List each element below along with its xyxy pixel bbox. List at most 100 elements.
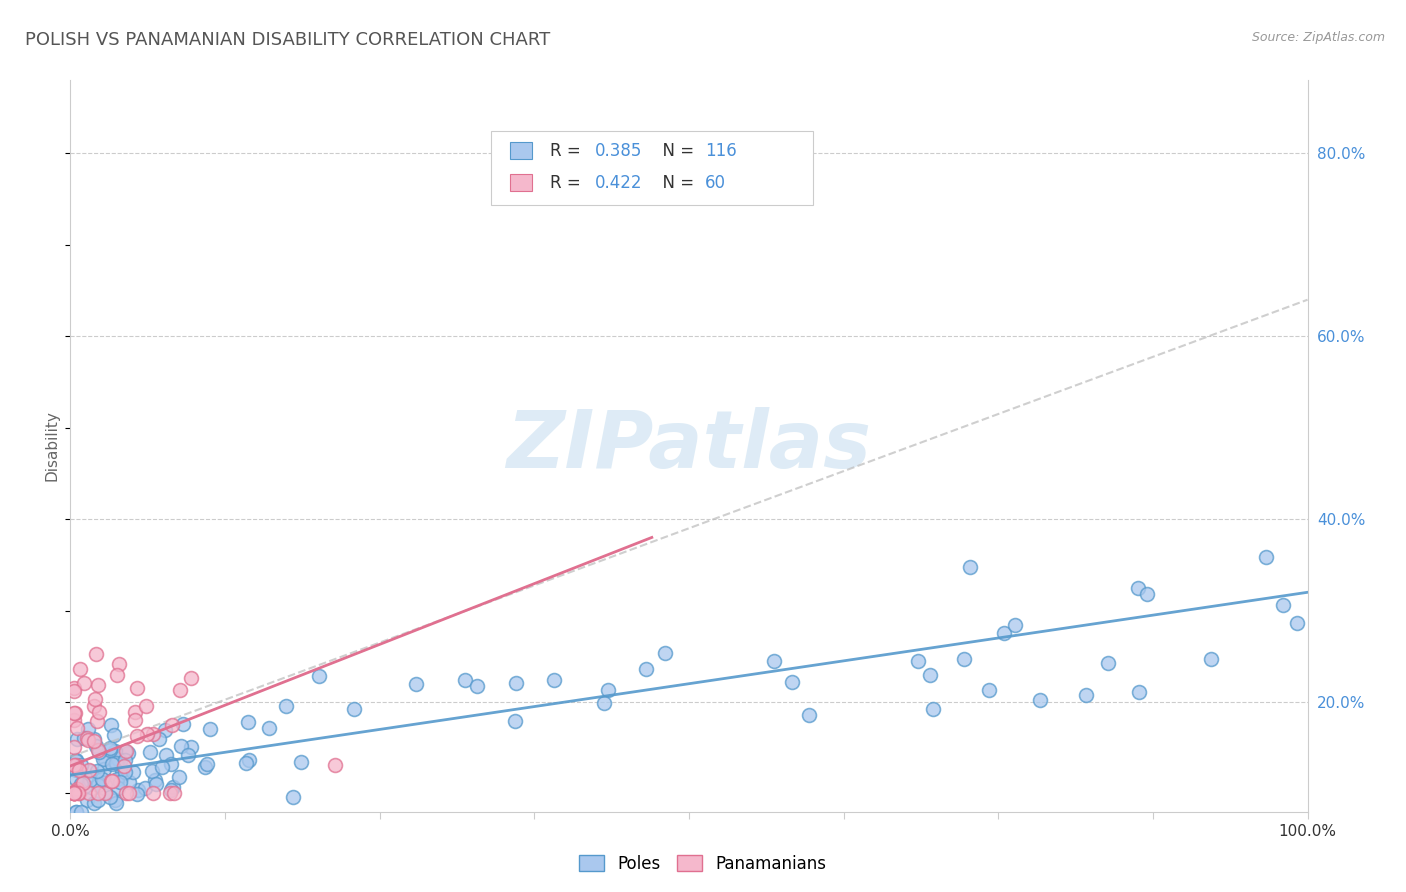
Point bbox=[125, 681, 148, 695]
Point bbox=[142, 727, 165, 741]
Point bbox=[782, 674, 804, 689]
Point bbox=[977, 682, 1000, 697]
Point bbox=[921, 702, 943, 716]
Point bbox=[63, 787, 86, 801]
Point bbox=[105, 772, 128, 786]
Point bbox=[63, 787, 86, 801]
Point bbox=[87, 778, 110, 792]
Point bbox=[63, 706, 86, 720]
Point bbox=[86, 714, 108, 728]
Text: N =: N = bbox=[652, 174, 699, 192]
Point bbox=[84, 739, 107, 753]
Point bbox=[104, 793, 127, 807]
Point bbox=[114, 753, 136, 767]
Point bbox=[139, 745, 162, 759]
Point bbox=[73, 676, 96, 690]
Text: POLISH VS PANAMANIAN DISABILITY CORRELATION CHART: POLISH VS PANAMANIAN DISABILITY CORRELAT… bbox=[25, 31, 551, 49]
Point bbox=[124, 705, 146, 719]
Point bbox=[1285, 616, 1308, 631]
Point bbox=[153, 723, 176, 738]
Point bbox=[162, 787, 184, 801]
Point bbox=[89, 745, 111, 759]
Point bbox=[145, 777, 167, 791]
Point bbox=[143, 772, 166, 787]
Point bbox=[108, 775, 131, 789]
Point bbox=[70, 758, 93, 772]
Point bbox=[77, 787, 100, 801]
Point bbox=[162, 780, 184, 794]
Point bbox=[105, 796, 128, 810]
Point bbox=[150, 760, 173, 774]
Point bbox=[115, 787, 138, 801]
Point bbox=[65, 754, 87, 768]
Point bbox=[159, 787, 181, 801]
Point bbox=[257, 721, 280, 735]
Point bbox=[111, 769, 134, 783]
Point bbox=[281, 789, 304, 804]
Point bbox=[79, 764, 101, 778]
Text: 0.422: 0.422 bbox=[595, 174, 643, 192]
Point bbox=[100, 718, 122, 732]
Point bbox=[107, 752, 129, 766]
Point bbox=[66, 781, 89, 796]
Point bbox=[636, 662, 658, 676]
Point bbox=[194, 760, 217, 774]
Point bbox=[160, 783, 183, 797]
Point bbox=[118, 774, 141, 789]
Point bbox=[65, 772, 87, 786]
Point bbox=[75, 779, 97, 793]
Point bbox=[73, 731, 96, 745]
Point bbox=[125, 787, 148, 801]
Point bbox=[762, 654, 785, 668]
Point bbox=[63, 706, 86, 720]
Point bbox=[238, 753, 260, 767]
Point bbox=[122, 764, 145, 779]
Point bbox=[104, 744, 127, 758]
Point bbox=[63, 713, 86, 727]
Point bbox=[87, 787, 110, 801]
Point bbox=[94, 787, 117, 801]
Point bbox=[108, 657, 131, 672]
Point bbox=[290, 756, 312, 770]
FancyBboxPatch shape bbox=[491, 131, 813, 204]
Point bbox=[308, 669, 330, 683]
Point bbox=[66, 721, 89, 735]
Point bbox=[87, 743, 110, 757]
Point bbox=[170, 739, 193, 753]
Point bbox=[84, 691, 107, 706]
Point bbox=[920, 668, 942, 682]
Point bbox=[94, 775, 117, 789]
Point bbox=[274, 699, 297, 714]
Point bbox=[76, 793, 98, 807]
Point bbox=[325, 758, 347, 772]
Point bbox=[65, 784, 87, 798]
Point bbox=[101, 774, 124, 789]
Point bbox=[112, 758, 135, 772]
Point bbox=[67, 786, 90, 800]
Point bbox=[93, 762, 115, 776]
Point bbox=[177, 747, 200, 762]
Text: 60: 60 bbox=[704, 174, 725, 192]
Point bbox=[124, 713, 146, 727]
Point bbox=[1128, 685, 1150, 699]
Point bbox=[1097, 657, 1119, 671]
Point bbox=[135, 727, 157, 741]
Point bbox=[134, 781, 156, 796]
Point bbox=[67, 763, 90, 777]
Y-axis label: Disability: Disability bbox=[45, 410, 60, 482]
Point bbox=[63, 683, 86, 698]
Point bbox=[797, 708, 820, 723]
Point bbox=[63, 787, 86, 801]
Point bbox=[100, 756, 122, 771]
Point bbox=[107, 781, 129, 796]
Point bbox=[342, 702, 364, 716]
Point bbox=[1256, 549, 1278, 564]
Point bbox=[103, 728, 125, 742]
Point bbox=[87, 705, 110, 719]
Point bbox=[83, 731, 105, 746]
Point bbox=[65, 805, 87, 819]
Point bbox=[114, 744, 136, 758]
Point bbox=[465, 679, 488, 693]
Point bbox=[235, 756, 257, 771]
Point bbox=[94, 752, 117, 766]
